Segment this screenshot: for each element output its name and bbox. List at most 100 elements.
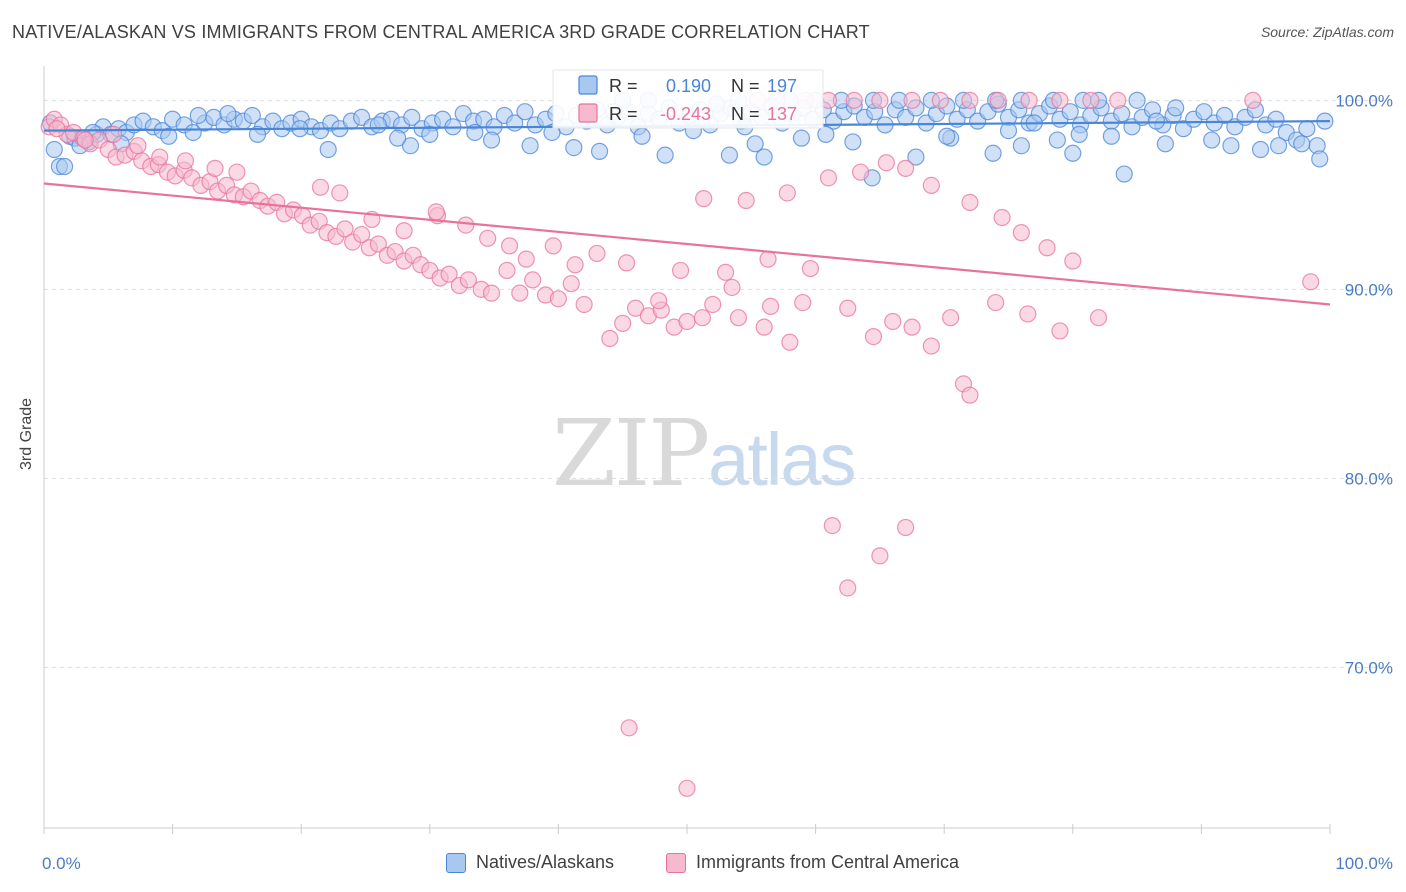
bottom-legend: Natives/Alaskans Immigrants from Central… [0, 852, 1406, 876]
immigrant-point [1244, 91, 1262, 109]
watermark: ZIPatlas [552, 400, 856, 507]
immigrant-point [620, 719, 638, 737]
immigrant-trend-line [43, 182, 1331, 306]
immigrant-point [801, 259, 820, 278]
immigrant-point [781, 333, 799, 351]
native-point [219, 104, 237, 123]
legend-item-natives[interactable]: Natives/Alaskans [446, 852, 614, 873]
watermark-zip: ZIP [552, 400, 710, 507]
immigrant-point [575, 295, 593, 314]
native-point [482, 131, 501, 149]
native-point [938, 127, 956, 145]
immigrant-point [678, 779, 696, 797]
immigrant-point [1064, 252, 1082, 270]
immigrant-point [626, 299, 645, 317]
native-point [389, 129, 407, 147]
native-point [590, 142, 609, 160]
immigrant-point [544, 237, 562, 255]
immigrant-point [601, 329, 619, 348]
native-point [1195, 103, 1213, 121]
immigrant-point [331, 184, 349, 202]
native-point [1064, 144, 1082, 162]
source-label: Source: ZipAtlas.com [1260, 24, 1394, 40]
native-point [421, 125, 439, 143]
immigrant-point [695, 190, 713, 208]
immigrant-point [369, 235, 387, 253]
immigrant-point [1012, 224, 1030, 242]
native-point [55, 157, 74, 176]
immigrant-point [311, 178, 330, 196]
native-point [1048, 131, 1066, 149]
immigrant-point [482, 284, 501, 302]
native-point [1115, 165, 1133, 183]
native-point [319, 140, 337, 159]
immigrant-point [440, 265, 458, 283]
immigrant-point [903, 91, 921, 109]
native-point [999, 121, 1018, 140]
immigrant-point [839, 299, 857, 317]
immigrant-point [650, 292, 668, 310]
legend-swatch-pink [666, 852, 686, 873]
native-point [189, 106, 207, 125]
immigrant-point [961, 91, 979, 109]
immigrant-point [761, 297, 780, 315]
legend-label-immigrants: Immigrants from Central America [696, 852, 960, 872]
immigrant-point [755, 318, 773, 336]
native-point [1269, 137, 1288, 155]
immigrant-point [588, 244, 606, 263]
immigrant-point [871, 91, 889, 109]
x-tick-label: 100.0% [1335, 854, 1393, 873]
native-point [403, 108, 421, 126]
immigrant-point [723, 278, 741, 297]
immigrant-point [823, 516, 841, 535]
immigrant-point [993, 208, 1011, 227]
immigrant-point [524, 271, 542, 289]
immigrant-point [1038, 239, 1056, 257]
stats-legend-swatch [578, 103, 598, 123]
native-point [1203, 131, 1221, 149]
immigrant-point [517, 250, 535, 268]
native-point [1251, 140, 1270, 159]
immigrant-point [1089, 309, 1108, 327]
immigrant-point [987, 293, 1005, 312]
immigrant-point [48, 120, 66, 138]
immigrant-point [961, 193, 979, 212]
native-point [1311, 150, 1329, 168]
immigrant-point [678, 312, 696, 331]
legend-item-immigrants[interactable]: Immigrants from Central America [666, 852, 959, 873]
immigrant-point [852, 163, 870, 181]
immigrant-point [942, 309, 960, 327]
immigrant-point [864, 328, 883, 346]
native-point [1128, 91, 1146, 109]
immigrant-point [176, 152, 195, 170]
immigrant-point [1302, 273, 1320, 291]
native-point [633, 127, 651, 145]
native-point [1070, 125, 1088, 143]
immigrant-point [206, 159, 224, 177]
y-tick-label: 80.0% [1345, 469, 1393, 488]
r-label: R = [609, 76, 638, 96]
native-point [248, 125, 267, 143]
native-point [817, 125, 835, 143]
immigrant-point [500, 237, 519, 255]
chart-title: NATIVE/ALASKAN VS IMMIGRANTS FROM CENTRA… [12, 22, 870, 42]
legend-label-natives: Natives/Alaskans [476, 852, 615, 872]
native-point [369, 116, 387, 134]
immigrant-point [839, 579, 857, 597]
immigrant-point [1019, 305, 1037, 323]
native-point [45, 140, 63, 159]
immigrant-point [228, 163, 246, 181]
immigrant-point [897, 159, 915, 177]
y-tick-label: 90.0% [1345, 280, 1393, 299]
immigrant-point [845, 91, 863, 109]
immigrant-point [104, 125, 123, 143]
r-label: R = [609, 104, 638, 124]
y-tick-label: 100.0% [1335, 91, 1393, 110]
immigrant-point [353, 225, 371, 244]
n-label: N = [731, 104, 760, 124]
r-value: 0.190 [666, 76, 711, 96]
immigrant-point [498, 261, 516, 280]
immigrant-point [922, 176, 940, 194]
native-point [160, 127, 178, 145]
immigrant-point [819, 169, 838, 187]
